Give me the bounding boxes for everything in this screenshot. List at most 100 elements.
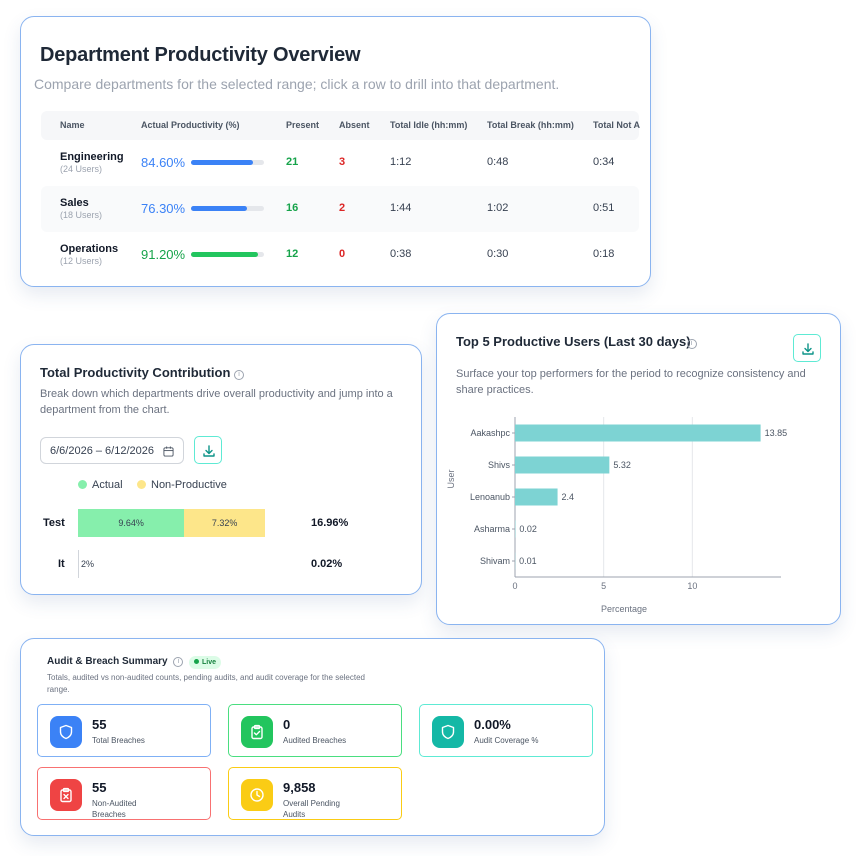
- stat-audit-coverage[interactable]: 0.00% Audit Coverage %: [419, 704, 593, 757]
- bar-segment-non-productive[interactable]: 7.32%: [184, 509, 265, 537]
- idle-time: 0:38: [390, 248, 412, 260]
- stat-label: Total Breaches: [92, 736, 145, 745]
- department-user-count: (24 Users): [60, 164, 103, 174]
- legend-actual[interactable]: Actual: [78, 479, 123, 491]
- not-active-time: 0:18: [593, 248, 615, 260]
- bar-segment-actual[interactable]: 2%: [78, 550, 98, 578]
- category-label: Test: [43, 517, 65, 529]
- column-header-idle[interactable]: Total Idle (hh:mm): [390, 120, 468, 130]
- x-tick-label: 5: [601, 581, 606, 591]
- productivity-contribution-card: Total Productivity Contribution i Break …: [20, 344, 422, 595]
- stat-value: 55: [92, 717, 107, 732]
- audit-summary-card: Audit & Breach Summary i Live Totals, au…: [20, 638, 605, 836]
- not-active-time: 0:34: [593, 156, 615, 168]
- legend-non-productive-label: Non-Productive: [151, 479, 227, 491]
- stat-label: Overall Pending Audits: [283, 799, 340, 819]
- break-time: 0:30: [487, 248, 509, 260]
- page-subtitle: Compare departments for the selected ran…: [34, 76, 560, 92]
- live-dot-icon: [194, 659, 199, 664]
- stat-icon-box: [432, 716, 464, 748]
- top-users-title: Top 5 Productive Users (Last 30 days)i: [456, 334, 697, 349]
- live-label: Live: [202, 659, 217, 666]
- calendar-icon: [163, 446, 174, 457]
- not-active-time: 0:51: [593, 202, 615, 214]
- shield-icon: [59, 724, 73, 740]
- productivity-percent: 91.20%: [141, 247, 186, 262]
- download-button[interactable]: [793, 334, 821, 362]
- audit-title-text: Audit & Breach Summary: [47, 656, 168, 667]
- department-name: Operations: [60, 243, 119, 255]
- stat-value: 9,858: [283, 780, 316, 795]
- stat-value: 0: [283, 717, 291, 732]
- table-row[interactable]: Sales (18 Users) 76.30% 16 2 1:44 1:02 0:51: [41, 186, 639, 232]
- absent-count: 0: [339, 248, 346, 260]
- y-axis-title: User: [446, 469, 456, 488]
- productivity-percent: 76.30%: [141, 201, 186, 216]
- department-overview-card: Department Productivity Overview Compare…: [20, 16, 651, 287]
- absent-count: 3: [339, 156, 346, 168]
- info-icon[interactable]: i: [234, 370, 245, 380]
- x-tick-label: 0: [512, 581, 517, 591]
- download-button[interactable]: [194, 436, 222, 464]
- column-header-present[interactable]: Present: [286, 120, 320, 130]
- shield-icon: [441, 724, 455, 740]
- page-title: Department Productivity Overview: [40, 44, 361, 66]
- idle-time: 1:44: [390, 202, 412, 214]
- stat-audited-breaches[interactable]: 0 Audited Breaches: [228, 704, 402, 757]
- present-count: 21: [286, 156, 299, 168]
- y-tick-label: Aakashpc: [470, 428, 510, 438]
- clipboard-x-icon: [60, 787, 72, 803]
- date-range-value: 6/6/2026 – 6/12/2026: [50, 445, 154, 457]
- table-row[interactable]: Operations (12 Users) 91.20% 12 0 0:38 0:30 0:1…: [41, 232, 639, 278]
- break-time: 1:02: [487, 202, 509, 214]
- legend-non-productive[interactable]: Non-Productive: [137, 479, 227, 491]
- productivity-bar: [191, 252, 264, 257]
- stat-icon-box: [241, 779, 273, 811]
- bar-segment-actual[interactable]: 9.64%: [78, 509, 185, 537]
- productivity-percent: 84.60%: [141, 155, 186, 170]
- top-users-title-text: Top 5 Productive Users (Last 30 days): [456, 334, 691, 349]
- stat-label: Audit Coverage %: [474, 736, 539, 745]
- department-table: Name Actual Productivity (%) Present Abs…: [41, 111, 640, 278]
- stat-label: Non-Audited Breaches: [92, 799, 137, 819]
- productivity-bar-fill: [191, 252, 258, 257]
- date-range-picker[interactable]: 6/6/2026 – 6/12/2026: [40, 437, 184, 464]
- download-icon: [203, 445, 215, 457]
- top-users-description: Surface your top performers for the peri…: [456, 368, 806, 396]
- audit-description: Totals, audited vs non-audited counts, p…: [47, 673, 365, 694]
- stat-icon-box: [50, 716, 82, 748]
- category-label: It: [58, 558, 65, 570]
- absent-count: 2: [339, 202, 346, 214]
- y-tick-label: Shivam: [480, 556, 510, 566]
- table-row[interactable]: Engineering (24 Users) 84.60% 21 3 1:12 0:48 0:…: [41, 140, 639, 186]
- info-icon[interactable]: i: [173, 657, 184, 667]
- bar[interactable]: [515, 424, 761, 442]
- y-tick-label: Shivs: [488, 460, 511, 470]
- stat-total-breaches[interactable]: 55 Total Breaches: [37, 704, 211, 757]
- bar[interactable]: [515, 488, 558, 506]
- column-header-break[interactable]: Total Break (hh:mm): [487, 120, 574, 130]
- productivity-bar: [191, 206, 264, 211]
- top-users-chart: 0 5 10 Aakashpc 13.85 Shivs 5.32 Lenoanub 2.4 Ash…: [446, 417, 787, 614]
- stat-label: Audited Breaches: [283, 736, 347, 745]
- legend-non-productive-swatch: [137, 480, 146, 489]
- column-header-absent[interactable]: Absent: [339, 120, 370, 130]
- stat-non-audited-breaches[interactable]: 55 Non-Audited Breaches: [37, 767, 211, 820]
- column-header-not-active[interactable]: Total Not A: [593, 120, 640, 130]
- x-tick-label: 10: [687, 581, 697, 591]
- column-header-name[interactable]: Name: [60, 120, 85, 130]
- info-icon[interactable]: i: [686, 339, 697, 349]
- column-header-productivity[interactable]: Actual Productivity (%): [141, 120, 240, 130]
- data-label: 2.4: [562, 492, 575, 502]
- bar[interactable]: [515, 456, 610, 474]
- contribution-description: Break down which departments drive overa…: [40, 388, 393, 416]
- clock-icon: [250, 788, 264, 802]
- contribution-title-text: Total Productivity Contribution: [40, 365, 231, 380]
- data-label: 5.32: [613, 460, 631, 470]
- download-icon: [802, 343, 814, 355]
- data-label: 0.02: [519, 524, 537, 534]
- stat-pending-audits[interactable]: 9,858 Overall Pending Audits: [228, 767, 402, 820]
- productivity-bar-fill: [191, 206, 247, 211]
- department-user-count: (18 Users): [60, 210, 103, 220]
- audit-title: Audit & Breach Summary i: [47, 656, 184, 667]
